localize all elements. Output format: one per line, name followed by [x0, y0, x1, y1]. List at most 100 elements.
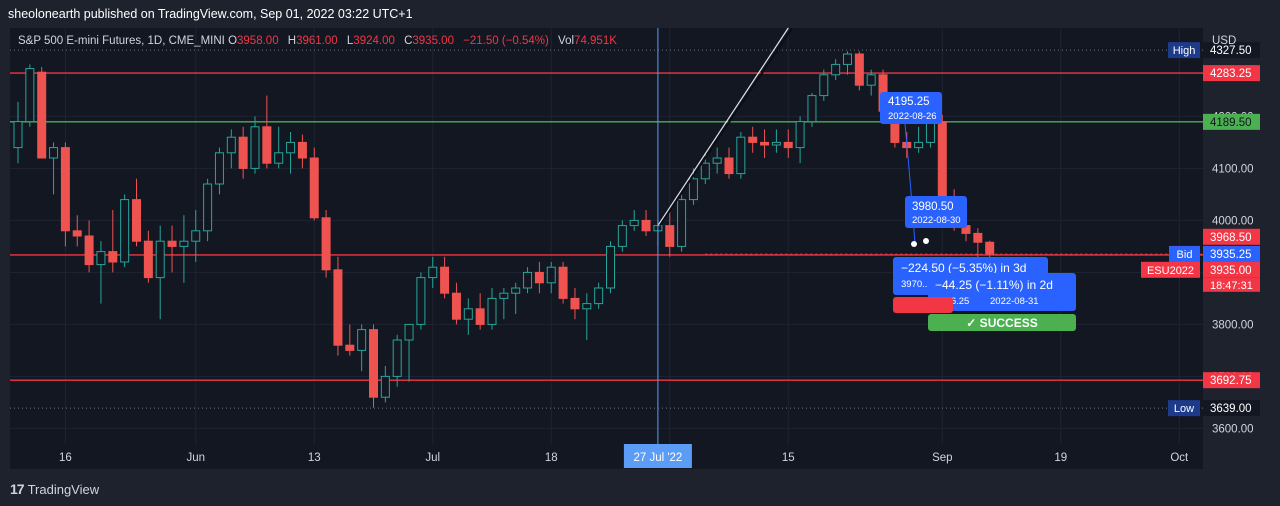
open-label: O: [228, 35, 238, 47]
candle-body: [416, 277, 426, 325]
axis-tag-high: High: [1173, 45, 1196, 57]
candle-body: [807, 95, 817, 123]
price-tag-bg: [1203, 400, 1260, 417]
candle-body: [37, 71, 47, 159]
price-tag-bg: [1203, 261, 1260, 278]
candle-body: [120, 199, 130, 263]
axis-tag-bg: [1141, 261, 1200, 278]
price-tag: 3692.75: [1210, 375, 1252, 387]
candle-body: [641, 219, 651, 232]
candle-body: [629, 219, 639, 227]
candle-body: [831, 63, 841, 76]
candle-body: [108, 251, 118, 263]
candle-body: [783, 141, 793, 149]
candle-body: [499, 292, 509, 299]
candle-body: [440, 266, 450, 294]
drop-sub: 3970..: [901, 279, 927, 290]
candle-body: [523, 271, 533, 289]
price-tag: 4189.50: [1210, 117, 1252, 129]
tradingview-logo-icon: 17: [10, 481, 25, 497]
open-value: 3958.00: [237, 35, 279, 47]
target-zone-box: [893, 297, 953, 313]
mid-date: 2022-08-30: [912, 215, 961, 226]
candle-body: [771, 141, 781, 146]
candle-body: [546, 266, 556, 284]
candle-body: [143, 240, 153, 279]
candle-body: [155, 240, 165, 279]
candle-body: [760, 141, 770, 146]
currency-label[interactable]: USD: [1212, 35, 1237, 47]
candle-body: [463, 308, 473, 320]
candle-body: [925, 121, 935, 143]
candle-body: [748, 136, 758, 143]
price-tag-bg: [1203, 246, 1260, 263]
footer-brand[interactable]: 17 TradingView: [10, 481, 99, 497]
price-tag-bg: [1203, 228, 1260, 245]
candle-body: [665, 225, 675, 247]
candle-body: [451, 292, 461, 320]
x-tick-label: Sep: [932, 452, 952, 464]
candle-body: [167, 240, 177, 247]
axis-tag: ESU2022: [1147, 265, 1194, 277]
symbol-name[interactable]: S&P 500 E-mini Futures, 1D, CME_MINI: [18, 35, 225, 47]
candle-body: [617, 225, 627, 247]
candle-body: [534, 271, 544, 284]
axis-tag-bg: [1168, 400, 1200, 417]
candle-body: [72, 230, 82, 237]
candle-body: [380, 375, 390, 398]
low-value: 3924.00: [353, 35, 395, 47]
candle-body: [84, 235, 94, 266]
point-marker: [911, 241, 917, 247]
trend-line-shadow: [659, 27, 794, 227]
candle-body: [428, 266, 438, 279]
success-badge: [928, 314, 1076, 331]
candle-body: [60, 147, 70, 232]
y-tick-label: 4100.00: [1212, 163, 1254, 175]
x-tick-label: 15: [782, 452, 795, 464]
axis-tag: Bid: [1177, 249, 1193, 261]
candle-body: [309, 157, 319, 219]
candle-body: [250, 126, 260, 169]
publish-attribution: sheolonearth published on TradingView.co…: [8, 7, 413, 21]
candle-body: [25, 68, 35, 123]
candle-body: [712, 157, 722, 164]
candle-body: [558, 266, 568, 299]
change-value: −21.50 (−0.54%): [463, 35, 549, 47]
candle-body: [594, 287, 604, 305]
candle-body: [392, 339, 402, 377]
x-tick-label: Jun: [186, 452, 205, 464]
move-callout: [928, 273, 1076, 311]
crosshair-date-box: [623, 444, 692, 468]
candle-body: [475, 308, 485, 325]
candle-body: [297, 141, 307, 159]
price-tag: 3968.50: [1210, 232, 1252, 244]
price-tag-bg: [1203, 113, 1260, 130]
candle-body: [321, 217, 331, 271]
price-tag: 3935.25: [1210, 249, 1252, 261]
candle-body: [345, 344, 355, 351]
candle-body: [677, 199, 687, 247]
price-tag-bg: [1203, 42, 1260, 59]
trend-line: [657, 27, 789, 226]
candle-body: [357, 329, 367, 351]
candle-body: [511, 287, 521, 294]
countdown-bg: [1203, 277, 1260, 292]
candle-body: [191, 230, 201, 242]
candle-body: [274, 152, 284, 164]
x-tick-label: 18: [545, 452, 558, 464]
candle-body: [49, 147, 59, 159]
close-value: 3935.00: [412, 35, 454, 47]
high-value: 3961.00: [296, 35, 338, 47]
x-tick-label: Oct: [1170, 452, 1189, 464]
drop-text: −224.50 (−5.35%) in 3d: [901, 261, 1026, 275]
candle-body: [132, 199, 141, 242]
price-tag: 3935.00: [1210, 265, 1252, 277]
peak-connector: [904, 123, 916, 245]
x-tick-label: Jul: [425, 452, 440, 464]
volume-value: 74.951K: [574, 35, 617, 47]
candle-body: [688, 178, 698, 201]
y-tick-label: 3800.00: [1212, 319, 1254, 331]
candle-body: [179, 240, 189, 247]
candle-body: [866, 74, 876, 86]
